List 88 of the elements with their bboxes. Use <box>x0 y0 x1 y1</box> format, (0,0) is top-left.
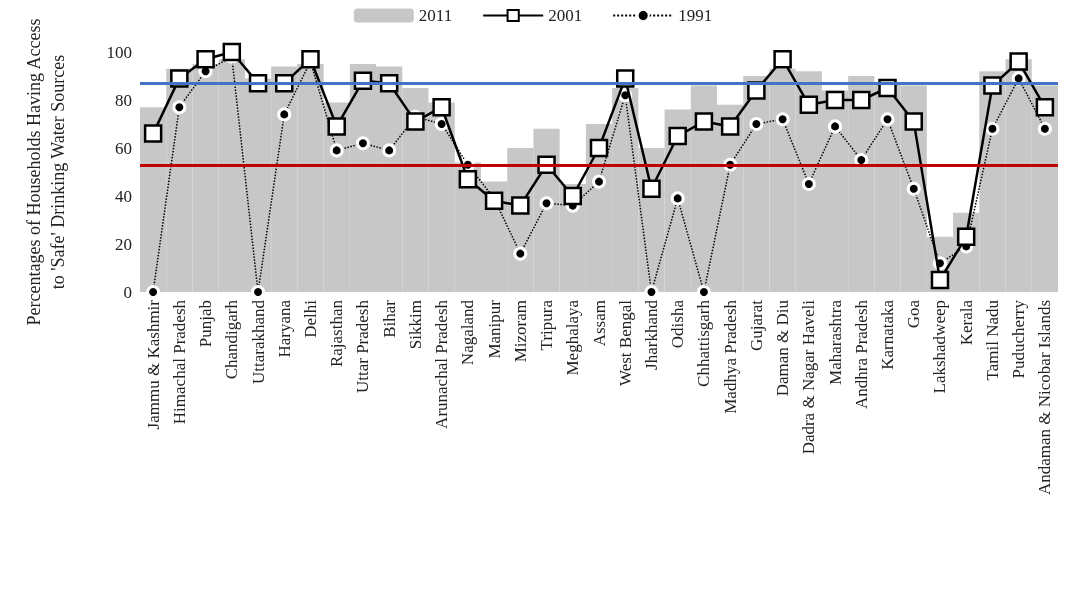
x-tick-label: Jammu & Kashmir <box>143 299 163 430</box>
point <box>773 49 792 69</box>
y-tick-label: 0 <box>123 282 132 302</box>
x-tick-label: Assam <box>589 300 609 347</box>
point <box>694 112 714 131</box>
point <box>301 49 320 69</box>
point <box>775 112 790 127</box>
y-tick-label: 20 <box>115 234 132 254</box>
x-tick-label: West Bengal <box>615 299 635 386</box>
x-tick-label: Maharashtra <box>825 299 845 385</box>
legend-label: 2001 <box>548 6 583 25</box>
x-tick-label: Karnataka <box>878 299 898 370</box>
x-tick-label: Arunachal Pradesh <box>432 299 452 429</box>
x-tick-label: Andhra Pradesh <box>851 299 871 410</box>
y-tick-label: 80 <box>115 90 132 110</box>
point <box>329 143 344 158</box>
legend-label: 2011 <box>418 6 453 25</box>
point <box>592 174 606 189</box>
x-tick-label: Dadra & Nagar Haveli <box>799 299 819 455</box>
point <box>904 112 923 131</box>
x-tick-label: Daman & Diu <box>773 299 793 397</box>
x-tick-label: Meghalaya <box>563 299 583 376</box>
y-axis-title: Percentages of Households Having Access to 'Safe' Drinking Water Sources <box>24 18 68 326</box>
x-tick-label: Mizoram <box>510 300 530 363</box>
point <box>642 179 661 199</box>
x-tick-label: Tamil Nadu <box>982 299 1002 381</box>
y-tick-label: 60 <box>115 138 132 158</box>
x-tick-label: Himachal Pradesh <box>169 299 189 425</box>
point <box>458 169 478 189</box>
point <box>1035 97 1055 117</box>
point <box>511 196 530 215</box>
y-tick-label: 100 <box>106 42 132 62</box>
x-tick-label: Uttar Pradesh <box>353 299 373 394</box>
point <box>1009 52 1028 71</box>
point <box>589 138 609 158</box>
point <box>434 117 449 131</box>
point <box>668 126 687 146</box>
point <box>327 117 346 136</box>
point <box>484 191 504 211</box>
x-tick-label: Jharkhand <box>641 299 661 370</box>
point <box>670 191 685 206</box>
x-tick-label: Gujarat <box>746 299 766 351</box>
point <box>406 112 425 131</box>
legend-label: 1991 <box>678 6 713 25</box>
x-tick-label: Andaman & Nicobar Islands <box>1035 300 1055 495</box>
point <box>799 95 819 115</box>
point <box>880 112 895 127</box>
point <box>985 121 1000 136</box>
point <box>956 227 976 247</box>
x-tick-label: Tripura <box>537 299 557 351</box>
x-tick-label: Sikkim <box>405 300 425 350</box>
point <box>801 177 816 191</box>
x-tick-label: Puducherry <box>1009 299 1029 379</box>
point <box>277 107 292 122</box>
x-tick-label: Lakshadweep <box>930 300 950 394</box>
point <box>513 246 528 261</box>
x-tick-label: Punjab <box>196 300 216 348</box>
point <box>825 90 845 110</box>
point <box>563 186 583 206</box>
point <box>222 42 242 62</box>
x-tick-label: Bihar <box>379 299 399 338</box>
point <box>172 100 187 115</box>
point <box>432 97 451 117</box>
point <box>382 143 397 158</box>
x-tick-label: Odisha <box>668 299 688 349</box>
y-tick-label: 40 <box>115 186 132 206</box>
x-tick-label: Goa <box>904 299 924 329</box>
point <box>539 196 554 211</box>
point <box>852 90 871 110</box>
point <box>355 136 370 151</box>
x-tick-label: Madhya Pradesh <box>720 299 740 414</box>
point <box>196 49 215 69</box>
x-tick-label: Chandigarh <box>222 299 242 380</box>
point <box>749 117 764 131</box>
x-tick-label: Haryana <box>274 299 294 358</box>
x-tick-label: Kerala <box>956 299 976 346</box>
point <box>930 270 950 290</box>
point <box>720 117 740 136</box>
x-tick-label: Uttarakhand <box>248 299 268 385</box>
point <box>143 124 163 143</box>
x-tick-label: Manipur <box>484 299 504 359</box>
point <box>906 181 921 196</box>
x-tick-label: Chhattisgarh <box>694 299 714 387</box>
x-tick-label: Delhi <box>300 299 320 338</box>
point <box>1037 121 1052 136</box>
x-tick-label: Rajasthan <box>327 299 347 368</box>
x-tick-label: Nagaland <box>458 299 478 366</box>
point <box>828 119 843 134</box>
